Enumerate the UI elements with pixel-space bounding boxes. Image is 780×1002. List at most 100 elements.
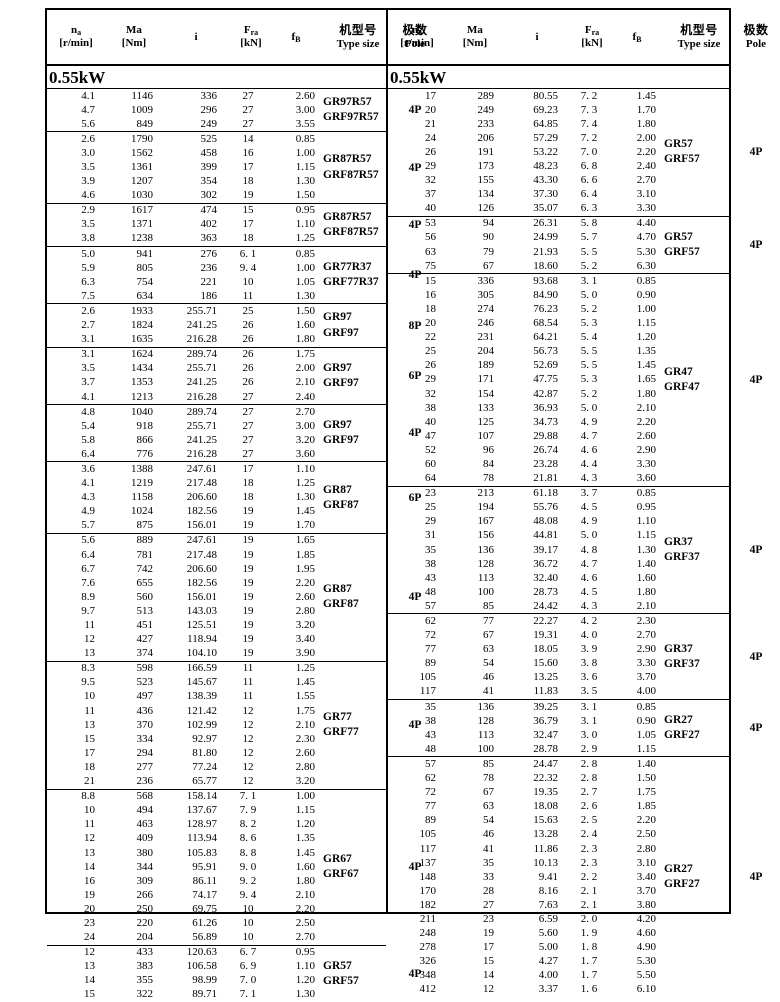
cell-i: 302	[200, 189, 218, 202]
table-row: 2.6 1790 525 14 0.85	[47, 132, 319, 146]
cell-fra: 7. 0	[239, 974, 257, 987]
cell-i: 48.23	[533, 160, 558, 173]
cell-ma: 523	[136, 676, 154, 689]
cell-na: 12	[84, 946, 95, 959]
cell-fb: 0.90	[636, 714, 656, 727]
cell-ma: 249	[477, 103, 495, 116]
cell-fb: 4.60	[636, 927, 656, 940]
cell-i: 104.10	[186, 647, 217, 660]
cell-fb: 2.60	[636, 429, 656, 442]
cell-ma: 634	[136, 289, 154, 302]
cell-fb: 1.80	[636, 585, 656, 598]
table-row: 37 134 37.30 6. 4 3.10	[388, 188, 660, 202]
spec-group: 2.6 1790 525 14 0.85 3.0 1562 458 16 1.00 3.5 1361 3…	[47, 132, 421, 204]
cell-na: 9.7	[81, 604, 95, 617]
cell-na: 14	[84, 974, 95, 987]
spec-group: 8.8 568 158.14 7. 1 1.00 10 494 137.67 7. 9 1.15 1…	[47, 790, 421, 946]
cell-ma: 1635	[131, 333, 153, 346]
cell-type-size: GR27 GRF27	[660, 700, 738, 756]
cell-fra: 17	[242, 161, 254, 174]
table-row: 29 171 47.75 5. 3 1.65	[388, 373, 660, 387]
cell-na: 31	[425, 529, 436, 542]
cell-i: 206.60	[186, 562, 217, 575]
cell-na: 26	[425, 145, 436, 158]
type-size-value: GR87	[323, 483, 352, 496]
cell-fra: 27	[242, 117, 254, 130]
cell-ma: 204	[136, 931, 154, 944]
cell-fb: 2.20	[636, 145, 656, 158]
cell-fb: 2.30	[636, 615, 656, 628]
cell-na: 21	[84, 775, 95, 788]
cell-ma: 67	[483, 259, 494, 272]
column-header-i: i	[163, 10, 229, 64]
cell-i: 53.22	[533, 145, 558, 158]
cell-fb: 1.50	[295, 304, 315, 317]
cell-ma: 107	[477, 429, 495, 442]
table-row: 4.3 1158 206.60 18 1.30	[47, 491, 319, 505]
cell-fb: 1.60	[295, 860, 315, 873]
cell-na: 62	[425, 772, 436, 785]
type-size-value: GR87R57	[323, 210, 372, 223]
table-row: 2.6 1933 255.71 25 1.50	[47, 304, 319, 318]
spec-group: 17 289 80.55 7. 2 1.45 20 249 69.23 7. 3 1.70 21 23…	[388, 89, 762, 217]
table-row: 35 136 39.17 4. 8 1.30	[388, 543, 660, 557]
table-row: 11 436 121.42 12 1.75	[47, 704, 319, 718]
cell-fb: 1.25	[295, 662, 315, 675]
cell-fb: 1.85	[636, 800, 656, 813]
cell-ma: 189	[477, 359, 495, 372]
cell-na: 248	[419, 927, 437, 940]
cell-fb: 1.80	[295, 874, 315, 887]
cell-na: 3.1	[81, 333, 95, 346]
cell-i: 61.18	[533, 487, 558, 500]
cell-i: 363	[200, 232, 218, 245]
cell-i: 26.74	[533, 443, 558, 456]
cell-ma: 355	[136, 974, 154, 987]
cell-pole: 4P	[408, 861, 422, 874]
table-row: 14 355 98.99 7. 0 1.20	[47, 974, 319, 988]
cell-ma: 54	[483, 657, 494, 670]
cell-i: 80.55	[533, 89, 558, 102]
cell-i: 36.93	[533, 401, 558, 414]
column-header-label: 极数	[743, 23, 769, 38]
cell-type-size: GR37 GRF37	[660, 614, 738, 699]
cell-i: 36.79	[533, 714, 558, 727]
cell-fra: 8. 8	[239, 846, 257, 859]
cell-pole: 6P	[408, 369, 422, 382]
cell-fb: 2.60	[295, 590, 315, 603]
cell-fb: 2.70	[636, 174, 656, 187]
cell-fb: 1.30	[295, 491, 315, 504]
cell-na: 278	[419, 941, 437, 954]
cell-ma: 370	[136, 718, 154, 731]
table-row: 8.9 560 156.01 19 2.60	[47, 590, 319, 604]
table-row: 23 213 61.18 3. 7 0.85	[388, 487, 660, 501]
column-header-ma: Ma [Nm]	[446, 10, 504, 64]
type-size-value: GR97	[323, 311, 352, 324]
cell-na: 5.7	[81, 519, 95, 532]
cell-ma: 213	[477, 487, 495, 500]
table-row: 4.6 1030 302 19 1.50	[47, 189, 319, 203]
cell-ma: 100	[477, 742, 495, 755]
cell-na: 32	[425, 174, 436, 187]
spec-group-rows: 57 85 24.47 2. 8 1.40 62 78 22.32 2. 8 1.50 72 67 19…	[388, 757, 660, 997]
cell-i: 23.28	[533, 457, 558, 470]
cell-ma: 427	[136, 633, 154, 646]
column-header-label: Fra	[243, 24, 259, 38]
cell-pole: 4P	[749, 722, 763, 735]
cell-fra: 19	[242, 590, 254, 603]
cell-ma: 231	[477, 331, 495, 344]
cell-fra: 5. 5	[580, 359, 598, 372]
cell-fra: 26	[242, 319, 254, 332]
spec-group-rows: 5.6 889 247.61 19 1.65 6.4 781 217.48 19 1.85 6.7 7…	[47, 534, 319, 661]
table-row: 14 344 95.91 9. 0 1.60	[47, 860, 319, 874]
cell-na: 20	[425, 103, 436, 116]
cell-na: 2.9	[81, 204, 95, 217]
cell-i: 55.76	[533, 501, 558, 514]
spec-group: 2.6 1933 255.71 25 1.50 2.7 1824 241.25 26 1.60 3.…	[47, 304, 421, 348]
cell-fra: 10	[242, 902, 254, 915]
table-row: 15 334 92.97 12 2.30	[47, 732, 319, 746]
cell-fra: 18	[242, 232, 254, 245]
cell-fra: 2. 1	[580, 884, 598, 897]
cell-fb: 2.00	[636, 131, 656, 144]
cell-pole: 4P	[749, 373, 763, 386]
cell-na: 24	[425, 131, 436, 144]
